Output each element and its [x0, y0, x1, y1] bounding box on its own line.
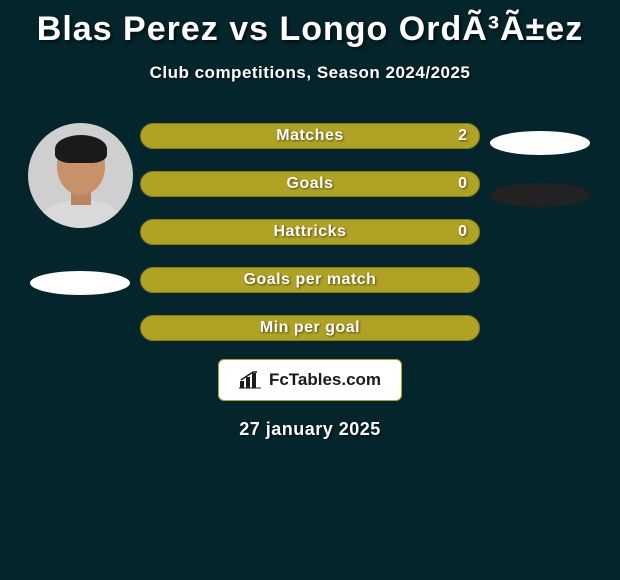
stat-value-left: 2 [458, 127, 467, 145]
comparison-infographic: Blas Perez vs Longo OrdÃ³Ã±ez Club compe… [0, 0, 620, 580]
stat-row-goals-per-match: Goals per match [140, 267, 480, 293]
stat-label: Goals per match [244, 271, 377, 289]
left-player-column [20, 123, 140, 295]
stat-label: Hattricks [274, 223, 347, 241]
stat-row-min-per-goal: Min per goal [140, 315, 480, 341]
right-player-value-oval [490, 183, 590, 207]
attribution-text: FcTables.com [269, 370, 381, 390]
right-player-column [480, 123, 600, 207]
main-row: Matches 2 Goals 0 Hattricks 0 Goals per … [0, 123, 620, 341]
stat-value-left: 0 [458, 223, 467, 241]
date-label: 27 january 2025 [0, 419, 620, 440]
page-title: Blas Perez vs Longo OrdÃ³Ã±ez [0, 0, 620, 49]
stat-row-matches: Matches 2 [140, 123, 480, 149]
attribution-box: FcTables.com [218, 359, 402, 401]
left-player-name-oval [30, 271, 130, 295]
stat-row-goals: Goals 0 [140, 171, 480, 197]
stats-column: Matches 2 Goals 0 Hattricks 0 Goals per … [140, 123, 480, 341]
page-subtitle: Club competitions, Season 2024/2025 [0, 63, 620, 83]
stat-row-hattricks: Hattricks 0 [140, 219, 480, 245]
stat-label: Goals [287, 175, 334, 193]
left-player-avatar [28, 123, 133, 228]
stat-label: Min per goal [260, 319, 360, 337]
bar-chart-icon [239, 371, 261, 389]
stat-value-left: 0 [458, 175, 467, 193]
right-player-name-oval [490, 131, 590, 155]
stat-label: Matches [276, 127, 344, 145]
